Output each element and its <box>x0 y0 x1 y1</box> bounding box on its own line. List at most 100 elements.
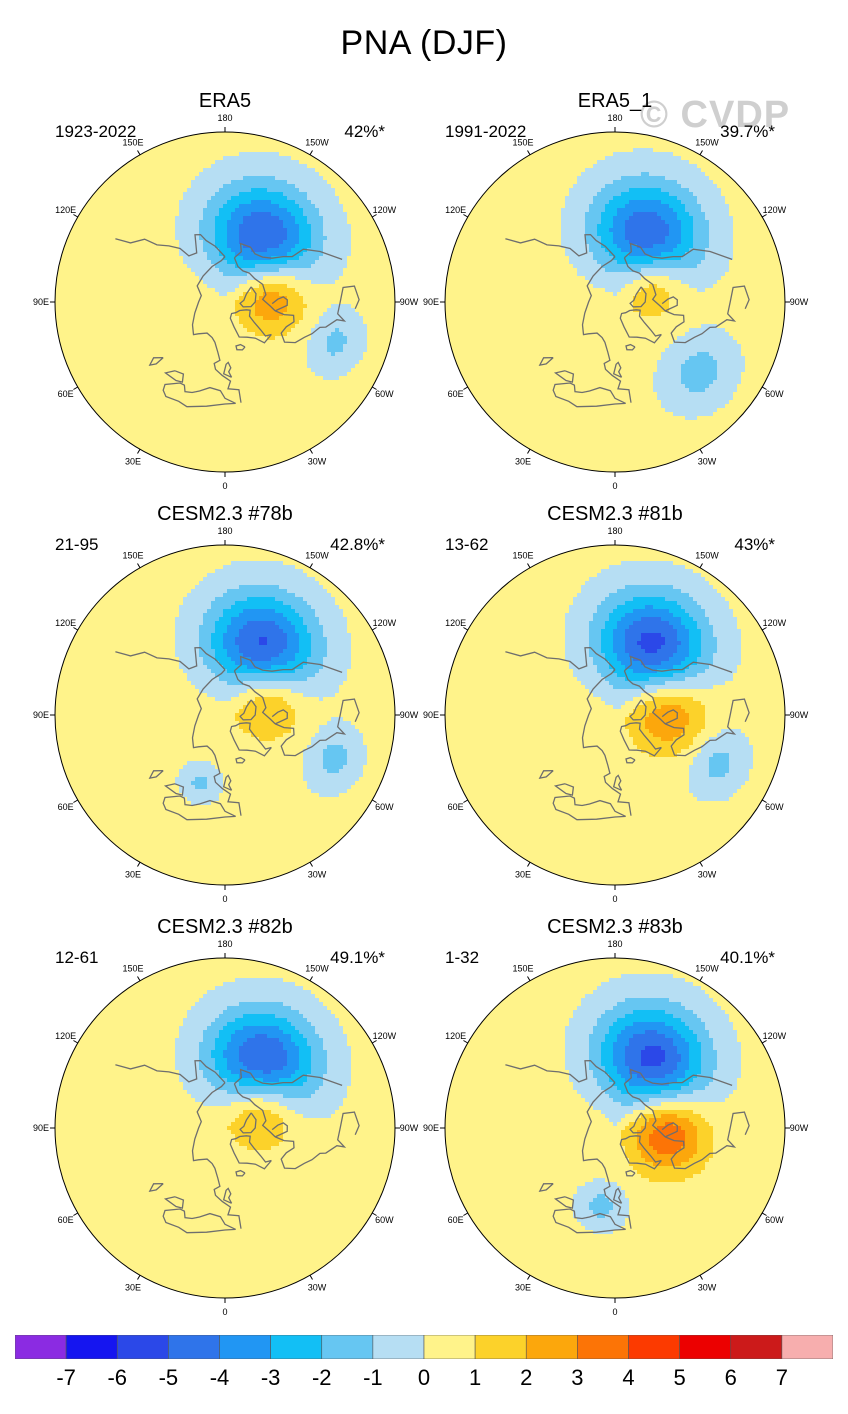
field-cell <box>331 364 336 369</box>
field-cell <box>171 188 176 193</box>
field-cell <box>67 332 72 337</box>
field-cell <box>87 328 92 333</box>
field-cell <box>195 152 200 157</box>
field-cell <box>379 304 384 309</box>
field-cell <box>195 228 200 233</box>
field-cell <box>315 192 320 197</box>
field-cell <box>139 232 144 237</box>
field-cell <box>347 216 352 221</box>
field-cell <box>139 332 144 337</box>
field-cell <box>331 348 336 353</box>
field-cell <box>143 216 148 221</box>
field-cell <box>215 260 220 265</box>
field-cell <box>295 296 300 301</box>
field-cell <box>371 284 376 289</box>
field-cell <box>359 300 364 305</box>
field-cell <box>303 380 308 385</box>
field-cell <box>75 360 80 365</box>
field-cell <box>331 280 336 285</box>
field-cell <box>227 288 232 293</box>
field-cell <box>103 356 108 361</box>
field-cell <box>163 292 168 297</box>
field-cell <box>323 168 328 173</box>
field-cell <box>279 248 284 253</box>
field-cell <box>383 332 388 337</box>
field-cell <box>183 360 188 365</box>
field-cell <box>335 292 340 297</box>
field-cell <box>339 228 344 233</box>
field-cell <box>343 240 348 245</box>
field-cell <box>135 376 140 381</box>
field-cell <box>143 328 148 333</box>
field-cell <box>163 288 168 293</box>
field-cell <box>295 312 300 317</box>
field-cell <box>259 380 264 385</box>
field-cell <box>303 196 308 201</box>
field-cell <box>259 152 264 157</box>
field-cell <box>239 292 244 297</box>
field-cell <box>155 384 160 389</box>
field-cell <box>199 284 204 289</box>
field-cell <box>155 184 160 189</box>
field-cell <box>115 284 120 289</box>
field-cell <box>215 304 220 309</box>
field-cell <box>67 356 72 361</box>
field-cell <box>151 288 156 293</box>
field-cell <box>147 244 152 249</box>
field-cell <box>299 392 304 397</box>
field-cell <box>75 312 80 317</box>
field-cell <box>195 356 200 361</box>
field-cell <box>83 252 88 257</box>
field-cell <box>159 212 164 217</box>
field-cell <box>211 384 216 389</box>
field-cell <box>207 284 212 289</box>
field-cell <box>343 364 348 369</box>
field-cell <box>211 136 216 141</box>
field-cell <box>383 324 388 329</box>
field-cell <box>67 376 72 381</box>
field-cell <box>143 220 148 225</box>
field-cell <box>135 312 140 317</box>
field-cell <box>203 168 208 173</box>
field-cell <box>63 248 68 253</box>
field-cell <box>135 176 140 181</box>
field-cell <box>263 368 268 373</box>
field-cell <box>103 260 108 265</box>
field-cell <box>227 332 232 337</box>
field-cell <box>223 252 228 257</box>
field-cell <box>251 384 256 389</box>
field-cell <box>259 392 264 397</box>
field-cell <box>367 260 372 265</box>
field-cell <box>207 152 212 157</box>
field-cell <box>91 272 96 277</box>
field-cell <box>323 340 328 345</box>
field-cell <box>91 236 96 241</box>
field-cell <box>287 216 292 221</box>
field-cell <box>271 212 276 217</box>
field-cell <box>139 184 144 189</box>
field-cell <box>187 248 192 253</box>
field-cell <box>275 176 280 181</box>
field-cell <box>195 200 200 205</box>
field-cell <box>387 304 392 309</box>
field-cell <box>231 312 236 317</box>
field-cell <box>287 368 292 373</box>
field-cell <box>159 236 164 241</box>
field-cell <box>267 172 272 177</box>
field-cell <box>231 272 236 277</box>
field-cell <box>143 224 148 229</box>
field-cell <box>319 164 324 169</box>
field-cell <box>231 192 236 197</box>
field-cell <box>187 156 192 161</box>
field-cell <box>111 356 116 361</box>
field-cell <box>211 144 216 149</box>
field-cell <box>175 140 180 145</box>
field-cell <box>287 176 292 181</box>
field-cell <box>127 360 132 365</box>
field-cell <box>79 252 84 257</box>
field-cell <box>255 336 260 341</box>
field-cell <box>99 244 104 249</box>
field-cell <box>63 256 68 261</box>
field-cell <box>219 268 224 273</box>
field-cell <box>359 232 364 237</box>
